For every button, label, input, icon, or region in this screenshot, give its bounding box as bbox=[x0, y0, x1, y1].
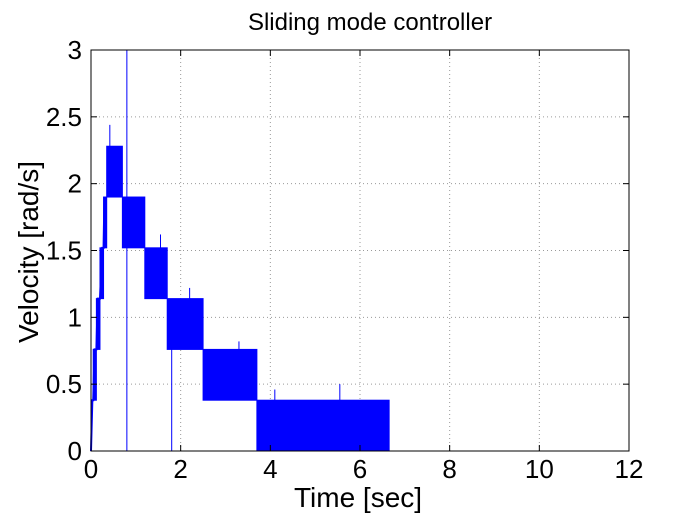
y-tick-label-0-5: 0.5 bbox=[46, 369, 82, 399]
x-tick-label-6: 6 bbox=[353, 454, 367, 484]
x-axis-label: Time [sec] bbox=[294, 482, 422, 513]
velocity-band-4 bbox=[106, 145, 123, 198]
velocity-band-7 bbox=[166, 298, 204, 350]
chart-title: Sliding mode controller bbox=[248, 9, 492, 36]
y-tick-label-0: 0 bbox=[68, 436, 82, 466]
velocity-band-8 bbox=[202, 348, 258, 401]
x-tick-label-0: 0 bbox=[84, 454, 98, 484]
y-tick-label-3: 3 bbox=[68, 35, 82, 65]
y-tick-label-2: 2 bbox=[68, 169, 82, 199]
velocity-band-6 bbox=[144, 247, 168, 300]
x-tick-label-12: 12 bbox=[615, 454, 644, 484]
x-tick-label-4: 4 bbox=[263, 454, 277, 484]
velocity-band-5 bbox=[121, 196, 146, 249]
velocity-series-0 bbox=[90, 197, 106, 452]
x-tick-label-10: 10 bbox=[525, 454, 554, 484]
x-tick-label-2: 2 bbox=[173, 454, 187, 484]
tick-label-layer: 0 2 4 6 8 10 12 0 0.5 1 1.5 2 2.5 3 bbox=[46, 35, 644, 484]
y-tick-label-1: 1 bbox=[68, 302, 82, 332]
y-tick-label-1-5: 1.5 bbox=[46, 236, 82, 266]
x-tick-label-8: 8 bbox=[442, 454, 456, 484]
data-layer bbox=[90, 50, 390, 452]
y-tick-label-2-5: 2.5 bbox=[46, 102, 82, 132]
grid-layer bbox=[91, 50, 629, 451]
velocity-band-9 bbox=[256, 399, 390, 452]
y-axis-label: Velocity [rad/s] bbox=[13, 161, 44, 343]
axes-layer bbox=[90, 49, 630, 452]
